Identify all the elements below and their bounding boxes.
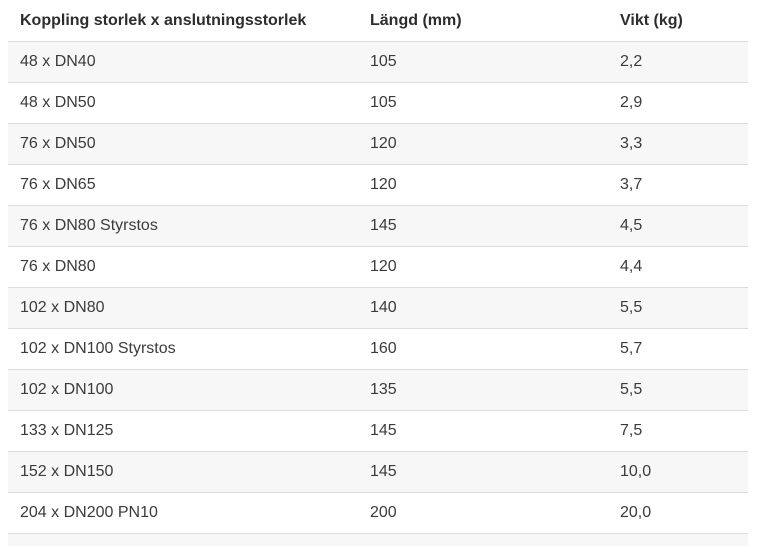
- cell-length: 135: [358, 370, 608, 411]
- cell-coupling-size: 48 x DN50: [8, 83, 358, 124]
- cell-length: 145: [358, 452, 608, 493]
- column-header-length: Längd (mm): [358, 0, 608, 42]
- cell-length: 145: [358, 411, 608, 452]
- cell-coupling-size: 102 x DN100: [8, 370, 358, 411]
- cell-coupling-size: 204 x DN200 PN10: [8, 493, 358, 534]
- cell-length: 145: [358, 206, 608, 247]
- cell-length: 105: [358, 83, 608, 124]
- cell-weight: 3,3: [608, 124, 748, 165]
- cell-weight: 7,5: [608, 411, 748, 452]
- cell-coupling-size: 76 x DN80: [8, 247, 358, 288]
- cell-weight: 10,0: [608, 452, 748, 493]
- cell-weight: 20,0: [608, 493, 748, 534]
- header-row: Koppling storlek x anslutningsstorlek Lä…: [8, 0, 748, 42]
- cell-length: 105: [358, 42, 608, 83]
- column-header-weight: Vikt (kg): [608, 0, 748, 42]
- column-header-coupling-size: Koppling storlek x anslutningsstorlek: [8, 0, 358, 42]
- cell-length: 120: [358, 165, 608, 206]
- cell-coupling-size: 48 x DN40: [8, 42, 358, 83]
- cell-empty: [358, 534, 608, 546]
- cell-length: 140: [358, 288, 608, 329]
- cell-coupling-size: 76 x DN50: [8, 124, 358, 165]
- cell-weight: 5,5: [608, 370, 748, 411]
- cell-length: 200: [358, 493, 608, 534]
- table-header: Koppling storlek x anslutningsstorlek Lä…: [8, 0, 748, 42]
- cell-coupling-size: 76 x DN65: [8, 165, 358, 206]
- cell-weight: 3,7: [608, 165, 748, 206]
- cell-weight: 4,4: [608, 247, 748, 288]
- cell-weight: 2,9: [608, 83, 748, 124]
- cell-coupling-size: 152 x DN150: [8, 452, 358, 493]
- product-spec-table: Koppling storlek x anslutningsstorlek Lä…: [8, 0, 748, 546]
- cell-weight: 2,2: [608, 42, 748, 83]
- cell-coupling-size: 76 x DN80 Styrstos: [8, 206, 358, 247]
- cell-length: 120: [358, 247, 608, 288]
- table-row-partial: [8, 534, 748, 546]
- cell-empty: [608, 534, 748, 546]
- cell-weight: 4,5: [608, 206, 748, 247]
- cell-weight: 5,5: [608, 288, 748, 329]
- cell-coupling-size: 102 x DN100 Styrstos: [8, 329, 358, 370]
- cell-length: 160: [358, 329, 608, 370]
- cell-coupling-size: 133 x DN125: [8, 411, 358, 452]
- cell-weight: 5,7: [608, 329, 748, 370]
- cell-length: 120: [358, 124, 608, 165]
- cell-coupling-size: 102 x DN80: [8, 288, 358, 329]
- cell-empty: [8, 534, 358, 546]
